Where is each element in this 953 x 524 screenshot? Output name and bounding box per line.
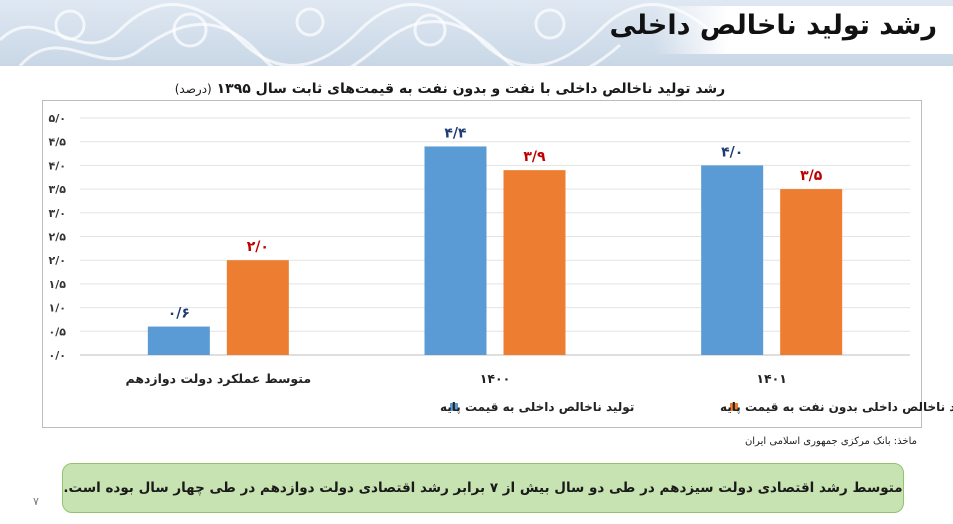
- page-number: ۷: [33, 495, 39, 508]
- bar: [147, 326, 210, 355]
- bar: [226, 260, 289, 355]
- data-label: ۴/۰: [721, 144, 743, 160]
- category-label: ۱۴۰۰: [480, 371, 511, 386]
- bar: [503, 170, 566, 355]
- y-tick-label: ۰/۵: [49, 325, 67, 338]
- bar: [701, 165, 764, 355]
- y-tick-label: ۳/۵: [49, 183, 67, 196]
- y-tick-label: ۰/۰: [49, 349, 66, 362]
- category-label: ۱۴۰۱: [756, 371, 787, 386]
- y-tick-label: ۱/۰: [49, 302, 66, 315]
- bar: [780, 189, 843, 355]
- legend-swatch: [730, 403, 738, 411]
- data-label: ۳/۹: [523, 149, 546, 165]
- y-tick-label: ۲/۵: [49, 231, 67, 244]
- y-tick-label: ۲/۰: [49, 254, 66, 267]
- conclusion-text: متوسط رشد اقتصادی دولت سیزدهم در طی دو س…: [63, 480, 903, 496]
- conclusion-box: متوسط رشد اقتصادی دولت سیزدهم در طی دو س…: [62, 463, 904, 513]
- bar: [424, 146, 487, 355]
- y-tick-label: ۳/۰: [49, 207, 66, 220]
- chart-unit: (درصد): [174, 82, 212, 96]
- slide-title: رشد تولید ناخالص داخلی: [609, 10, 937, 41]
- y-tick-label: ۱/۵: [49, 278, 67, 291]
- chart-frame: [42, 100, 922, 428]
- category-label: متوسط عملکرد دولت دوازدهم: [126, 371, 312, 386]
- source-note: ماخذ: بانک مرکزی جمهوری اسلامی ایران: [744, 436, 917, 447]
- title-background: [653, 6, 953, 54]
- chart-title: رشد تولید ناخالص داخلی با نفت و بدون نفت…: [150, 81, 750, 97]
- slide-header: رشد تولید ناخالص داخلی: [0, 0, 953, 66]
- chart-title-text: رشد تولید ناخالص داخلی با نفت و بدون نفت…: [216, 81, 726, 97]
- y-tick-label: ۵/۰: [49, 112, 66, 125]
- data-label: ۲/۰: [247, 239, 269, 255]
- decorative-pattern: [0, 3, 722, 66]
- y-tick-label: ۴/۵: [49, 136, 67, 149]
- data-label: ۳/۵: [800, 168, 823, 184]
- data-label: ۴/۴: [444, 125, 467, 141]
- legend-label: تولید ناخالص داخلی بدون نفت به قیمت پایه: [720, 400, 953, 415]
- legend-label: تولید ناخالص داخلی به قیمت پایه: [440, 400, 634, 415]
- data-label: ۰/۶: [168, 306, 190, 322]
- y-tick-label: ۴/۰: [49, 159, 66, 172]
- legend-swatch: [450, 403, 458, 411]
